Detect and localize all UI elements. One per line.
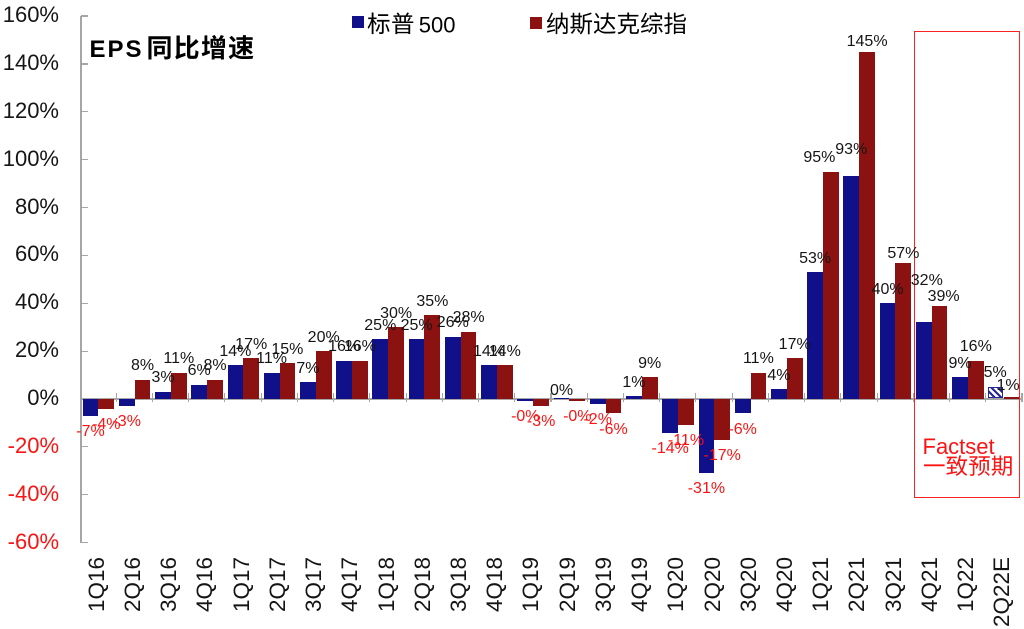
svg-text:500: 500 [419, 12, 456, 37]
svg-text:EPS: EPS [91, 36, 144, 63]
